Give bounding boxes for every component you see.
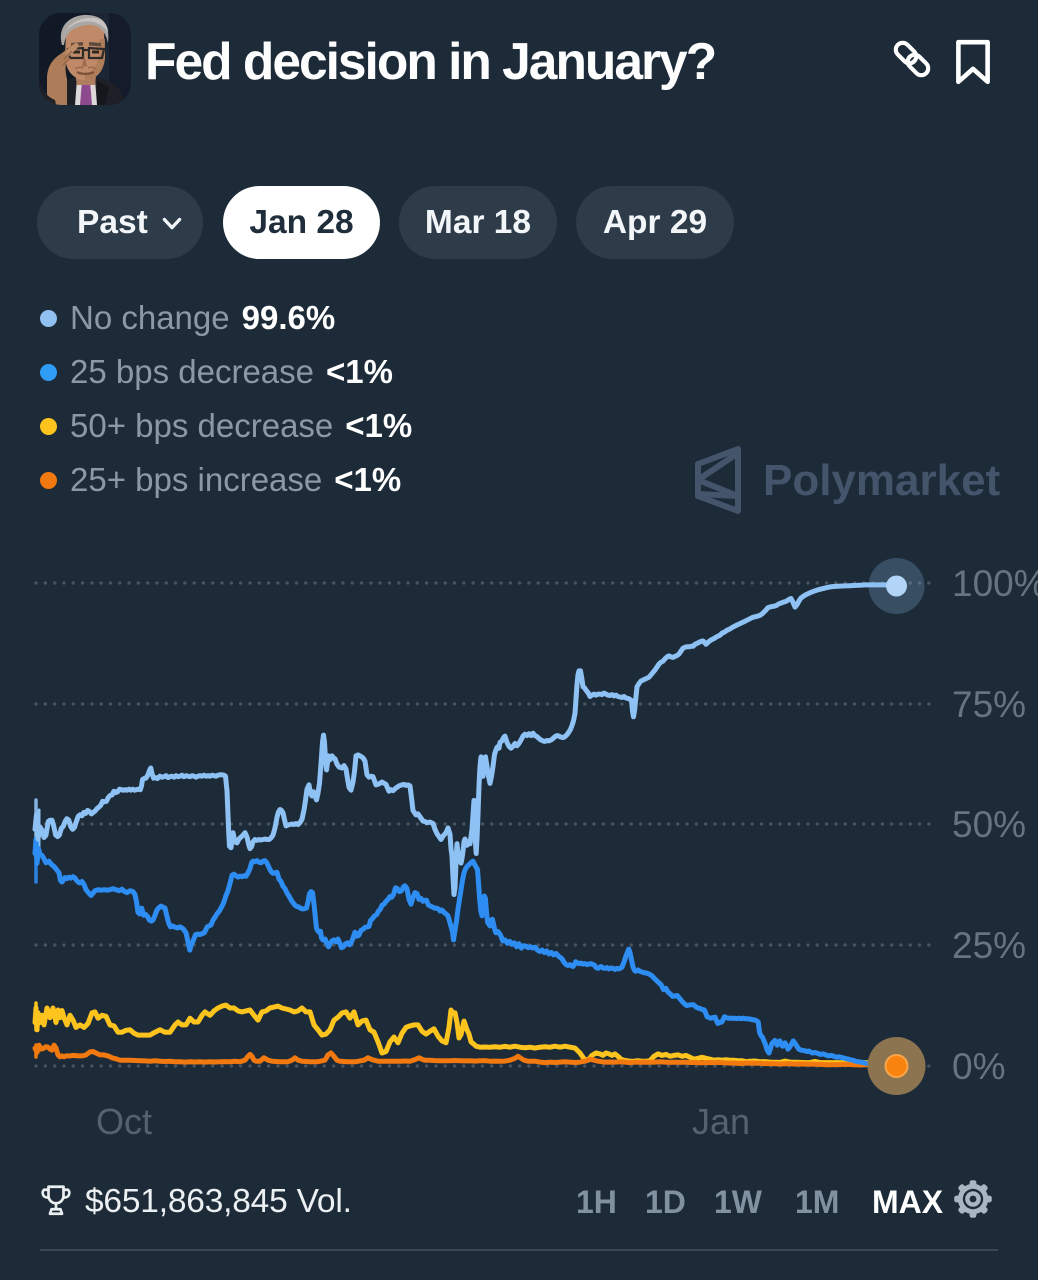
svg-text:50%: 50% — [952, 804, 1026, 845]
svg-text:100%: 100% — [952, 563, 1038, 604]
svg-text:Polymarket: Polymarket — [763, 456, 1001, 505]
svg-text:25%: 25% — [952, 925, 1026, 966]
svg-text:0%: 0% — [952, 1046, 1005, 1087]
svg-text:75%: 75% — [952, 684, 1026, 725]
svg-text:Oct: Oct — [96, 1101, 152, 1142]
svg-text:Jan: Jan — [692, 1101, 750, 1142]
